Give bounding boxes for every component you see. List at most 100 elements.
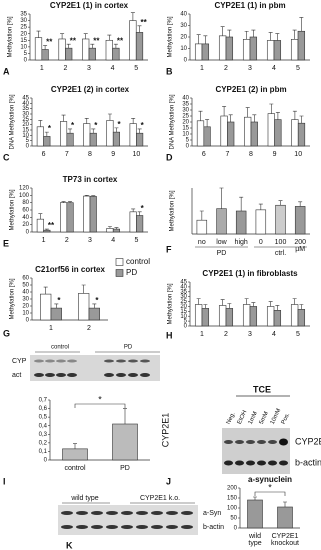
lane-label: Neg. (226, 411, 237, 425)
blot-band (128, 359, 138, 363)
panel-letter: F (166, 244, 172, 254)
bar (274, 119, 282, 147)
y-tick-label: 30 (20, 18, 27, 24)
x-tick-label: 3 (87, 65, 91, 72)
y-tick-label: 0 (26, 230, 30, 236)
x-tick-label: high (235, 239, 248, 246)
error-bar (107, 113, 112, 121)
bar (196, 120, 205, 147)
y-tick-label: 40 (22, 215, 29, 221)
bar (273, 40, 282, 61)
y-tick-label: 60 (22, 208, 29, 214)
bar (220, 115, 228, 147)
x-tick-label: 2 (87, 325, 91, 332)
error-bar (84, 117, 89, 124)
bar (235, 210, 247, 235)
x-tick-line: knockout (271, 540, 299, 547)
side-label: CYP2E1 (160, 413, 170, 448)
y-axis-label: DNA Methylation [%] (10, 94, 16, 149)
bar (247, 499, 263, 529)
x-tick-label: 4 (111, 237, 115, 244)
chart-title: C21orf56 in cortex (35, 265, 105, 274)
error-bar (60, 33, 65, 39)
y-tick-label: 60 (22, 276, 29, 282)
blot-band (67, 359, 77, 363)
error-bar (91, 128, 96, 134)
blot-band (246, 440, 255, 444)
significance: ** (70, 36, 77, 45)
y-tick-label: 15 (180, 309, 187, 315)
y-tick-label: 35 (20, 12, 27, 18)
error-bar (198, 110, 203, 121)
y-tick-label: 5 (184, 319, 188, 325)
x-tick-label: 2 (65, 237, 69, 244)
bar (136, 132, 144, 147)
y-axis-label: Methylation [%] (10, 189, 16, 230)
bar (60, 202, 68, 233)
error-bar (220, 26, 225, 36)
bar (58, 38, 66, 61)
bar (34, 37, 43, 61)
error-bar (292, 298, 297, 305)
blot-band (121, 511, 133, 515)
error-bar (61, 114, 66, 122)
bar (244, 116, 252, 147)
x-tick-label: 9 (111, 151, 115, 158)
bar (66, 132, 74, 147)
bar (40, 293, 52, 321)
y-tick-label: 200 (227, 486, 238, 492)
blot-band (151, 511, 163, 515)
blot-band (166, 525, 178, 529)
lane-label: Pos. (281, 412, 292, 426)
chart-title: CYP2E1 (1) in fibroblasts (202, 269, 298, 278)
group-label: control (51, 345, 69, 351)
bar (135, 32, 144, 61)
y-tick-label: 5 (24, 51, 28, 57)
y-tick-label: 35 (180, 289, 187, 295)
y-tick-label: 20 (22, 304, 29, 310)
blot-band (45, 359, 55, 363)
y-axis-label: Methylation [%] (168, 283, 174, 324)
error-bar (251, 29, 256, 37)
blot-band (257, 440, 266, 444)
group-label: ctrl. (275, 250, 286, 257)
blot-band (116, 373, 126, 377)
lane-label: 5mM (259, 411, 270, 426)
significance: ** (46, 38, 53, 47)
error-bar (244, 298, 249, 305)
x-tick-label: 5 (134, 65, 138, 72)
bar (112, 423, 138, 461)
error-bar (68, 201, 73, 203)
bar (112, 131, 120, 147)
error-bar (299, 17, 304, 32)
blot-band (268, 460, 277, 466)
y-tick-label: 50 (230, 516, 237, 522)
x-tick-label: 2 (224, 331, 228, 338)
bar (267, 113, 275, 147)
error-bar (239, 196, 244, 211)
row-label: CYP (12, 358, 27, 365)
y-tick-label: 150 (227, 496, 238, 502)
bar (88, 47, 96, 61)
error-bar (203, 35, 208, 44)
bar (218, 305, 227, 327)
x-tick-label: 3 (248, 65, 252, 72)
bar (106, 120, 114, 147)
y-tick-label: 5 (26, 138, 30, 144)
bar (196, 219, 208, 235)
blot-band (140, 359, 150, 363)
x-tick-line: µM (295, 246, 305, 253)
bar (255, 209, 267, 235)
panel-letter: A (3, 66, 10, 76)
y-tick-label: 0 (184, 324, 188, 330)
bar (129, 123, 137, 147)
x-tick-label: 1 (42, 237, 46, 244)
x-tick-label: 6 (202, 151, 206, 158)
y-tick-label: 20 (180, 304, 187, 310)
blot-band (128, 373, 138, 377)
x-tick-label: 200 µM (294, 239, 306, 253)
blot-band (61, 511, 73, 515)
blot-band (106, 511, 118, 515)
error-bar (81, 284, 86, 294)
x-tick-line: 200 (294, 239, 306, 246)
